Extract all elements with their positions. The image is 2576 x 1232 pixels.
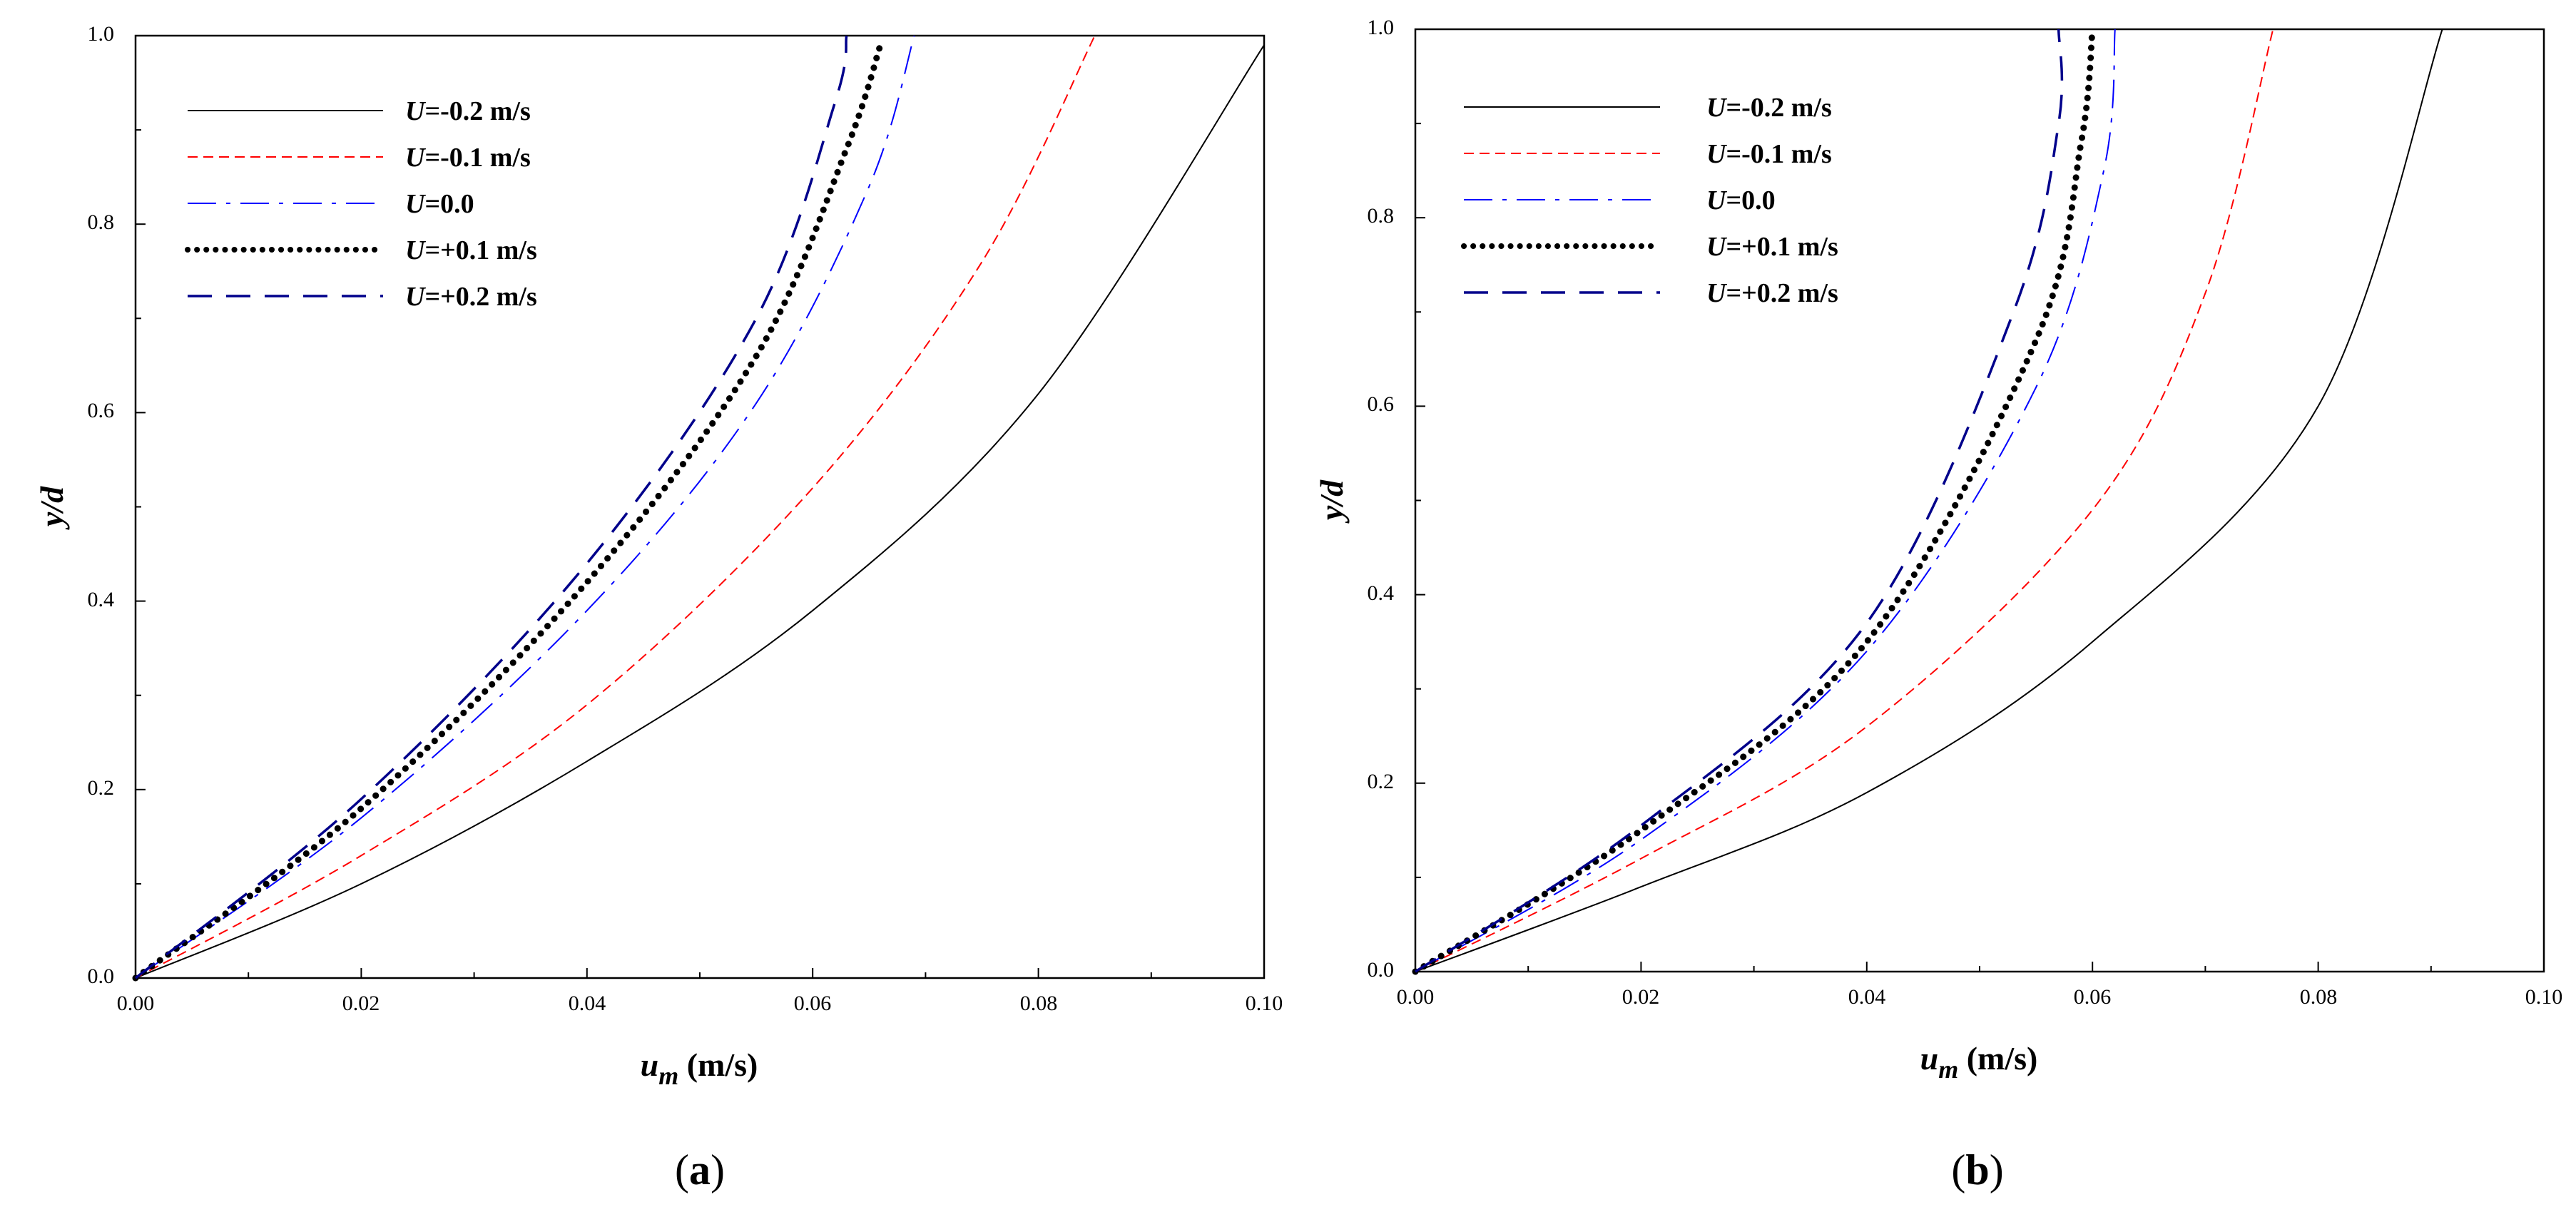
legend-label: U=+0.2 m/s [405,282,537,312]
y-tick-label: 0.4 [88,588,115,611]
legend-label: U=-0.2 m/s [405,96,531,126]
y-axis-title: y/d [1313,479,1350,524]
series-line-u-0-1-m-s [135,35,1096,979]
x-tick-label: 0.08 [1020,992,1058,1015]
series-line-u-0-1-m-s [132,41,884,982]
series-line-u-0-2-m-s [1415,29,2443,972]
x-tick-label: 0.10 [1246,992,1283,1015]
legend: U=-0.2 m/s U=-0.1 m/s U=0.0 U=+0.1 m/s U… [1461,93,1838,308]
x-axis-title: um (m/s) [1920,1040,2038,1084]
x-tick-label: 0.10 [2525,985,2563,1009]
y-tick-label: 0.8 [88,210,115,234]
y-tick-label: 0.2 [88,776,115,800]
series-line-u-0-1-m-s [1415,29,2274,972]
legend-label: U=-0.2 m/s [1706,93,1832,123]
y-axis-title: y/d [34,486,70,530]
curves [132,35,1265,982]
legend-label: U=+0.1 m/s [1706,232,1838,262]
series-line-u-0-2-m-s [1415,29,2064,973]
y-tick-label: 0.0 [88,964,115,988]
y-tick-label: 1.0 [1368,16,1395,39]
series-line-u-0-2-m-s [135,44,1265,979]
x-tick-label: 0.04 [569,992,606,1015]
panel-a: 0.0 0.2 0.4 0.6 0.8 1.0 0.00 0.02 0.04 0… [34,22,1283,1193]
y-tick-label: 1.0 [88,22,115,46]
x-axis-title: um (m/s) [641,1047,758,1090]
y-tick-label: 0.4 [1368,581,1395,605]
x-tick-label: 0.02 [1622,985,1660,1009]
y-tick-label: 0.6 [1368,392,1395,416]
legend-label: U=0.0 [405,189,474,219]
plot-frame [1414,28,2545,973]
legend-label: U=0.0 [1706,185,1776,215]
curves [1412,26,2443,975]
x-tick-label: 0.02 [342,992,380,1015]
plot-frame [134,34,1266,979]
legend-label: U=-0.1 m/s [405,143,531,173]
panel-label: (b) [1951,1146,2003,1193]
y-tick-label: 0.6 [88,399,115,422]
legend: U=-0.2 m/s U=-0.1 m/s U=0.0 U=+0.1 m/s U… [185,96,537,312]
x-tick-label: 0.00 [117,992,155,1015]
series-line-u-0-2-m-s [134,35,848,979]
axis-ticks [135,35,1265,979]
x-tick-label: 0.00 [1397,985,1435,1009]
axis-ticks [1415,29,2545,972]
x-tick-label: 0.06 [2074,985,2112,1009]
series-line-u-0-1-m-s [1412,26,2096,975]
x-tick-label: 0.08 [2300,985,2338,1009]
y-tick-label: 0.2 [1368,770,1395,793]
x-tick-label: 0.06 [794,992,832,1015]
series-line-u-0-0 [1415,29,2116,972]
x-tick-label: 0.04 [1848,985,1886,1009]
y-tick-label: 0.8 [1368,204,1395,228]
legend-label: U=-0.1 m/s [1706,139,1832,169]
y-tick-label: 0.0 [1368,958,1395,982]
panel-label: (a) [675,1146,725,1193]
series-line-u-0-0 [135,35,915,979]
panel-b: 0.0 0.2 0.4 0.6 0.8 1.0 0.00 0.02 0.04 0… [1313,16,2562,1193]
legend-label: U=+0.1 m/s [405,235,537,265]
legend-label: U=+0.2 m/s [1706,278,1838,308]
